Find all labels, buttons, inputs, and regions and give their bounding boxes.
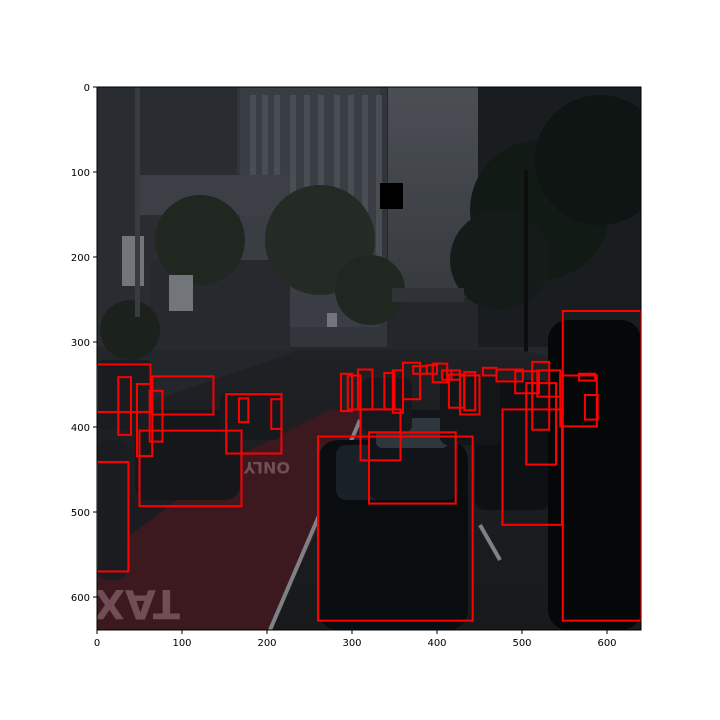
- road-marking-only: ONLY: [243, 458, 290, 477]
- bounding-box: [151, 375, 215, 416]
- bounding-box: [402, 361, 421, 401]
- occlusion-patch: [380, 183, 403, 209]
- bounding-box: [135, 382, 154, 458]
- bounding-box: [458, 374, 481, 416]
- y-tick-label: 400: [71, 423, 90, 434]
- bounding-box: [356, 368, 374, 411]
- y-axis: 0 100 200 300 400 500 600: [71, 83, 97, 604]
- x-tick-label: 0: [94, 638, 100, 649]
- bounding-box: [383, 371, 396, 411]
- bounding-box: [97, 461, 130, 573]
- x-tick-label: 600: [597, 638, 616, 649]
- bounding-box: [577, 372, 597, 382]
- y-tick-label: 200: [71, 253, 90, 264]
- x-tick-label: 300: [342, 638, 361, 649]
- y-tick-label: 500: [71, 508, 90, 519]
- bounding-box: [270, 398, 283, 430]
- bounding-box: [339, 372, 354, 413]
- bounding-box: [97, 363, 152, 413]
- car-left-near: [135, 410, 240, 500]
- bounding-box: [138, 429, 243, 508]
- bounding-box: [346, 374, 362, 411]
- bounding-box: [495, 368, 524, 383]
- bounding-box: [583, 393, 599, 421]
- bounding-box: [525, 382, 557, 466]
- bounding-box: [463, 371, 477, 412]
- bounding-box: [237, 397, 250, 424]
- x-tick-label: 400: [427, 638, 446, 649]
- bounding-box: [359, 408, 402, 462]
- x-tick-label: 200: [257, 638, 276, 649]
- bounding-box: [317, 435, 474, 622]
- y-tick-label: 0: [84, 83, 90, 94]
- y-tick-label: 100: [71, 168, 90, 179]
- bounding-box: [148, 389, 164, 443]
- road-marking-taxi: TAXI: [79, 580, 180, 626]
- x-tick-label: 500: [512, 638, 531, 649]
- y-tick-label: 300: [71, 338, 90, 349]
- x-tick-label: 100: [172, 638, 191, 649]
- x-axis: 0 100 200 300 400 500 600: [94, 630, 617, 649]
- street-scene-photo: ONLY TAXI: [79, 87, 641, 630]
- bounding-box: [368, 431, 457, 505]
- y-tick-label: 600: [71, 593, 90, 604]
- axes-frame: [96, 86, 642, 631]
- bounding-box: [117, 376, 132, 436]
